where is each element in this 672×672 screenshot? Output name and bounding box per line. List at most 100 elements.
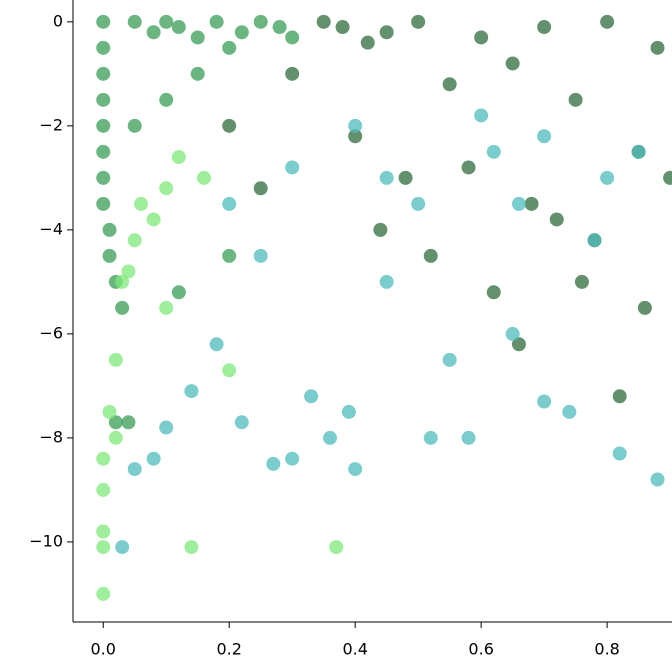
- y-tick-label: −10: [29, 531, 63, 550]
- point: [285, 30, 300, 45]
- point: [461, 160, 476, 175]
- point: [411, 196, 426, 211]
- point: [96, 144, 111, 159]
- point: [379, 25, 394, 40]
- point: [96, 540, 111, 555]
- point: [209, 14, 224, 29]
- point: [96, 118, 111, 133]
- point: [524, 196, 539, 211]
- point: [121, 264, 136, 279]
- point: [505, 56, 520, 71]
- point: [423, 248, 438, 263]
- point: [511, 196, 526, 211]
- point: [171, 20, 186, 35]
- point: [568, 92, 583, 107]
- point: [159, 420, 174, 435]
- point: [285, 160, 300, 175]
- point: [587, 233, 602, 248]
- point: [184, 384, 199, 399]
- point: [549, 212, 564, 227]
- point: [146, 212, 161, 227]
- point: [134, 196, 149, 211]
- point: [121, 415, 136, 430]
- point: [108, 415, 123, 430]
- point: [398, 170, 413, 185]
- x-tick-label: 0.2: [216, 640, 241, 659]
- point: [379, 170, 394, 185]
- y-tick-label: 0: [53, 11, 63, 30]
- point: [96, 586, 111, 601]
- point: [348, 462, 363, 477]
- x-tick-label: 0.4: [342, 640, 367, 659]
- point: [96, 482, 111, 497]
- point: [222, 40, 237, 55]
- point: [304, 389, 319, 404]
- point: [600, 14, 615, 29]
- point: [115, 274, 130, 289]
- point: [537, 394, 552, 409]
- point: [127, 118, 142, 133]
- point: [505, 326, 520, 341]
- point: [631, 144, 646, 159]
- point: [285, 451, 300, 466]
- point: [461, 430, 476, 445]
- point: [637, 300, 652, 315]
- point: [159, 92, 174, 107]
- point: [96, 451, 111, 466]
- point: [341, 404, 356, 419]
- point: [190, 30, 205, 45]
- point: [102, 248, 117, 263]
- point: [600, 170, 615, 185]
- point: [537, 129, 552, 144]
- point: [209, 337, 224, 352]
- point: [96, 524, 111, 539]
- point: [562, 404, 577, 419]
- point: [146, 451, 161, 466]
- point: [96, 92, 111, 107]
- point: [612, 446, 627, 461]
- point: [253, 14, 268, 29]
- point: [96, 196, 111, 211]
- point: [285, 66, 300, 81]
- point: [115, 540, 130, 555]
- y-tick-label: −2: [39, 115, 63, 134]
- point: [486, 285, 501, 300]
- point: [272, 20, 287, 35]
- point: [127, 462, 142, 477]
- point: [234, 415, 249, 430]
- point: [379, 274, 394, 289]
- y-tick-label: −6: [39, 323, 63, 342]
- point: [253, 248, 268, 263]
- point: [159, 14, 174, 29]
- point: [266, 456, 281, 471]
- point: [171, 150, 186, 165]
- point: [650, 472, 665, 487]
- point: [335, 20, 350, 35]
- point: [253, 181, 268, 196]
- point: [348, 118, 363, 133]
- point: [222, 118, 237, 133]
- point: [127, 14, 142, 29]
- point: [574, 274, 589, 289]
- point: [108, 352, 123, 367]
- point: [423, 430, 438, 445]
- point: [511, 337, 526, 352]
- point: [537, 20, 552, 35]
- point: [108, 430, 123, 445]
- point: [650, 40, 665, 55]
- point: [442, 77, 457, 92]
- point: [127, 233, 142, 248]
- point: [96, 66, 111, 81]
- point: [96, 170, 111, 185]
- x-tick-label: 0.6: [468, 640, 493, 659]
- point: [184, 540, 199, 555]
- x-tick-label: 0.0: [91, 640, 116, 659]
- point: [329, 540, 344, 555]
- point: [96, 40, 111, 55]
- point: [411, 14, 426, 29]
- x-tick-label: 0.8: [594, 640, 619, 659]
- point: [115, 300, 130, 315]
- point: [222, 248, 237, 263]
- y-tick-label: −4: [39, 219, 63, 238]
